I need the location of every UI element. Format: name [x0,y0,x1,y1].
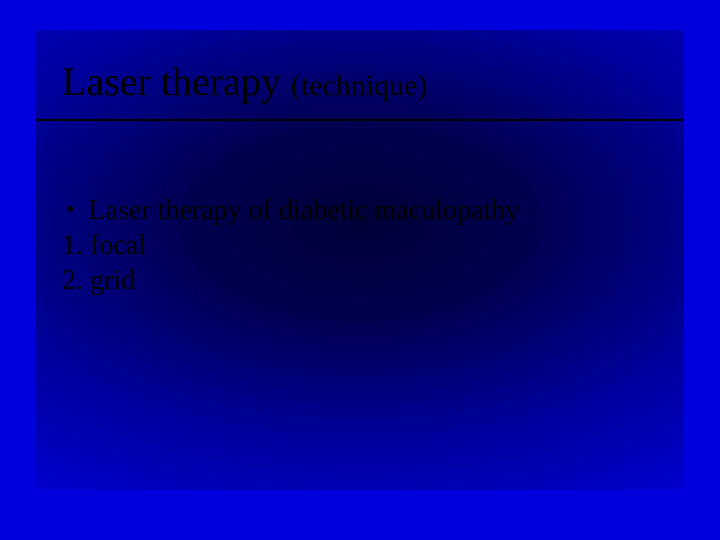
title-main-text: Laser therapy [62,59,291,104]
numbered-item-label: 2. grid [62,265,135,296]
slide-body: • Laser therapy of diabetic maculopathy … [36,121,684,298]
bullet-dot-icon: • [66,198,74,222]
slide-content-box: Laser therapy (technique) • Laser therap… [36,30,684,490]
numbered-item: 2. grid [62,263,658,298]
bullet-text: Laser therapy of diabetic maculopathy [88,193,519,228]
bullet-item: • Laser therapy of diabetic maculopathy [62,193,658,228]
title-sub-text: (technique) [291,69,428,102]
slide-title: Laser therapy (technique) [36,30,684,121]
numbered-item-label: 1. focal [62,230,146,261]
slide: Laser therapy (technique) • Laser therap… [0,0,720,540]
numbered-item: 1. focal [62,228,658,263]
